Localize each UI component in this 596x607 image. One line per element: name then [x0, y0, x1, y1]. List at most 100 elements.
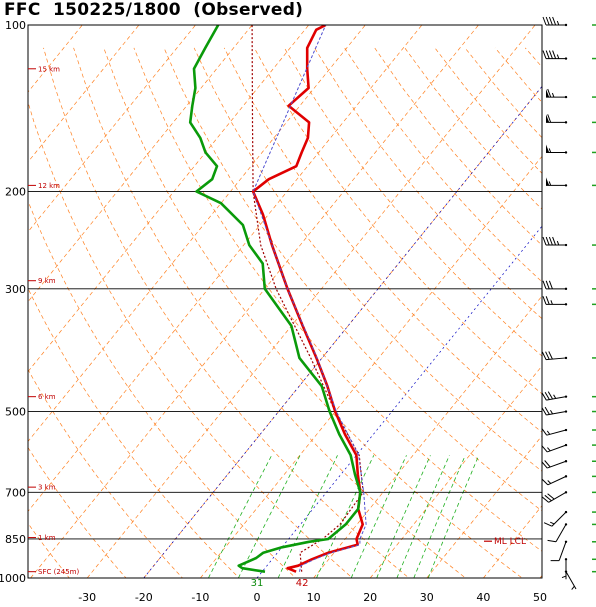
lcl-label: ML LCL [494, 537, 526, 547]
profiles [188, 25, 367, 573]
height-label: 12 km [38, 182, 60, 190]
temperature-tick-label: 50 [533, 591, 547, 604]
dry-adiabat [314, 47, 542, 320]
wind-barb [546, 114, 596, 124]
isobars [28, 24, 542, 579]
wind-barbs [541, 16, 596, 590]
wind-barb [541, 406, 596, 416]
wind-barb [541, 460, 596, 469]
pressure-tick-label: 850 [5, 533, 26, 546]
dry-adiabat [344, 47, 542, 283]
dry-adiabat [524, 47, 542, 68]
height-label: 1 km [38, 534, 56, 542]
wind-barb [542, 236, 596, 247]
temperature-tick-labels: -30 -20 -10 0 10 20 30 40 50 [78, 591, 547, 604]
dry-adiabat [253, 47, 542, 395]
height-label: 15 km [38, 65, 60, 73]
isotherm [200, 155, 542, 578]
mixing-ratio-line [350, 455, 407, 578]
temperature-tick-label: 20 [363, 591, 377, 604]
mixing-ratio-line [316, 455, 375, 578]
temperature-tick-label: 0 [254, 591, 261, 604]
isotherm [483, 505, 542, 578]
dry-adiabat [555, 48, 596, 590]
mixing-ratio-line [238, 455, 301, 578]
dry-adiabat [0, 48, 22, 590]
isotherm [30, 25, 479, 578]
temperature-tick-label: -30 [78, 591, 96, 604]
dry-adiabat [193, 47, 542, 472]
plot-frame [27, 24, 543, 579]
wind-barb [547, 523, 596, 543]
annotations: ML LCL 31 42 [251, 537, 526, 589]
wind-barb [550, 540, 596, 562]
height-label: 9 km [38, 277, 56, 285]
dry-adiabat [284, 47, 542, 357]
pressure-tick-label: 200 [5, 185, 26, 198]
dry-adiabat [374, 47, 542, 246]
mixing-ratio-line [277, 455, 338, 578]
temperature-tick-label: 40 [476, 591, 490, 604]
dewpoint-trace [188, 25, 362, 573]
isotherm [86, 25, 536, 578]
wind-barb [542, 50, 596, 60]
mixing-ratio-line [376, 455, 431, 578]
wind-barb [543, 510, 596, 527]
wind-barb [546, 88, 596, 99]
temperature-trace [251, 25, 365, 573]
dry-adiabat [28, 200, 297, 578]
wind-barb [561, 558, 596, 580]
temperature-tick-label: -10 [191, 591, 209, 604]
pressure-tick-label: 100 [5, 19, 26, 32]
mixing-ratio-line [427, 455, 480, 578]
pressure-tick-label: 1000 [0, 572, 26, 585]
dry-adiabat [43, 47, 410, 578]
pressure-tick-label: 700 [5, 486, 26, 499]
wind-barb [541, 427, 596, 436]
isotherm [28, 25, 366, 443]
wind-barb [541, 351, 596, 361]
mixing-ratio-line [208, 455, 273, 578]
wind-barb [546, 144, 596, 154]
wind-barb [542, 280, 596, 291]
isotherm [426, 435, 542, 578]
chart-title: FFC 150225/1800 (Observed) [4, 0, 304, 20]
wind-barb [541, 491, 596, 503]
wind-barb [542, 296, 596, 306]
pressure-tick-labels: 100 200 300 500 700 850 1000 [0, 19, 26, 585]
height-label: SFC (245m) [38, 568, 79, 576]
temperature-tick-label: 10 [307, 591, 321, 604]
dry-adiabat [73, 47, 467, 578]
dry-adiabat [28, 368, 184, 578]
isotherm-minus-20 [143, 85, 542, 578]
dry-adiabat [464, 47, 542, 139]
wind-barb [542, 16, 596, 27]
wind-barb [564, 570, 596, 590]
dry-adiabat [163, 47, 542, 512]
height-labels: 15 km 12 km 9 km 6 km 3 km 1 km SFC (245m) [28, 65, 79, 576]
mixing-ratio-line [396, 455, 450, 578]
surface-dewpoint-value: 31 [251, 578, 264, 589]
pressure-tick-label: 500 [5, 406, 26, 419]
pressure-tick-label: 300 [5, 283, 26, 296]
temperature-tick-label: -20 [135, 591, 153, 604]
height-label: 3 km [38, 484, 56, 492]
surface-temperature-value: 42 [296, 578, 309, 589]
temperature-tick-label: 30 [420, 591, 434, 604]
dry-adiabat [28, 287, 240, 578]
height-label: 6 km [38, 393, 56, 401]
wind-barb [541, 443, 596, 453]
freezing-isotherm [256, 225, 542, 578]
dry-adiabat [28, 101, 353, 578]
parcel-trace [251, 25, 364, 572]
dry-adiabat [494, 47, 542, 103]
dry-adiabat [28, 522, 70, 578]
wind-barb [541, 475, 596, 486]
wind-barb [541, 391, 596, 401]
dry-adiabat [133, 47, 542, 552]
isotherm [313, 295, 542, 578]
background-lines [0, 25, 596, 590]
dry-adiabat [28, 446, 127, 578]
wind-barb [546, 177, 596, 187]
